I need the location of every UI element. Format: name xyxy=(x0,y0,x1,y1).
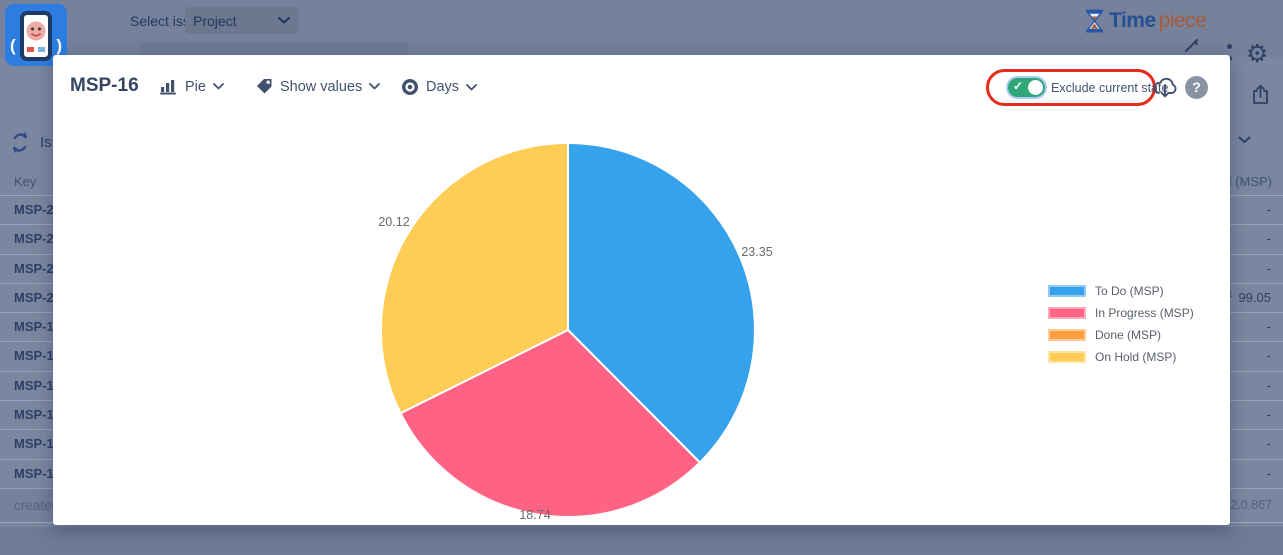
hourglass-icon xyxy=(1086,9,1103,33)
legend-swatch xyxy=(1048,329,1086,341)
footer-strip xyxy=(0,527,1283,555)
show-values-selector[interactable]: Show values xyxy=(256,78,381,95)
legend-swatch xyxy=(1048,351,1086,363)
pie-value-label: 23.35 xyxy=(741,245,772,259)
legend-item[interactable]: In Progress (MSP) xyxy=(1048,306,1194,320)
timepiece-brand: Time piece xyxy=(1083,8,1207,34)
app-logo[interactable]: ( ) xyxy=(5,4,67,66)
issue-key-link[interactable]: MSP-21 xyxy=(14,260,61,276)
check-icon: ✓ xyxy=(1013,79,1024,93)
brand-piece-text: piece xyxy=(1158,9,1207,32)
chart-type-selector[interactable]: Pie xyxy=(159,78,224,95)
modal-title: MSP-16 xyxy=(70,75,139,96)
issue-key-link[interactable]: MSP-18 xyxy=(14,348,61,364)
pie-slice[interactable] xyxy=(379,141,569,415)
phone-face-icon xyxy=(20,11,52,61)
exclude-current-state-toggle[interactable]: ✓ Exclude current state xyxy=(1008,78,1168,97)
issue-key-link[interactable]: MSP-16 xyxy=(14,407,61,423)
chevron-down-icon xyxy=(213,83,224,90)
time-unit-selector[interactable]: Days xyxy=(401,78,477,96)
legend-label: Done (MSP) xyxy=(1095,328,1162,342)
legend-label: In Progress (MSP) xyxy=(1095,306,1194,320)
legend-swatch xyxy=(1048,285,1086,297)
eye-icon xyxy=(402,79,418,95)
tag-icon xyxy=(257,79,272,94)
legend-swatch xyxy=(1048,307,1086,319)
pie-chart[interactable]: 23.35 18.74 20.12 xyxy=(333,110,803,550)
pie-value-label: 20.12 xyxy=(378,215,409,229)
chart-legend: To Do (MSP) In Progress (MSP) Done (MSP) On… xyxy=(1048,284,1194,364)
legend-item[interactable]: Done (MSP) xyxy=(1048,328,1194,342)
issue-value-cell: - xyxy=(1266,465,1271,481)
issue-key-link[interactable]: MSP-22 xyxy=(14,231,61,247)
help-icon[interactable]: ? xyxy=(1185,76,1208,99)
issue-value-cell: - xyxy=(1266,260,1271,276)
issue-value-cell: - xyxy=(1266,407,1271,423)
issue-key-link[interactable]: MSP-17 xyxy=(14,377,61,393)
issue-value-cell: - xyxy=(1266,436,1271,452)
issue-key-link[interactable]: MSP-19 xyxy=(14,319,61,335)
chevron-down-icon xyxy=(369,83,381,90)
issue-value-cell: - xyxy=(1266,348,1271,364)
legend-label: On Hold (MSP) xyxy=(1095,350,1177,364)
secondary-toolbar-control xyxy=(140,42,408,57)
issue-key-link[interactable]: MSP-14 xyxy=(14,465,61,481)
chevron-down-icon xyxy=(466,83,477,90)
issue-key-link[interactable]: MSP-15 xyxy=(14,436,61,452)
share-icon[interactable] xyxy=(1250,84,1271,105)
legend-item[interactable]: To Do (MSP) xyxy=(1048,284,1194,298)
chart-modal: MSP-16 Pie Show values Days xyxy=(53,55,1230,525)
issue-value-cell: - xyxy=(1266,319,1271,335)
value-column-header-fragment: l (MSP) xyxy=(1228,174,1272,189)
chevron-down-icon xyxy=(278,17,290,24)
download-cloud-icon[interactable] xyxy=(1151,75,1179,99)
legend-item[interactable]: On Hold (MSP) xyxy=(1048,350,1194,364)
chevron-down-icon xyxy=(1238,136,1251,143)
pie-slice[interactable] xyxy=(567,141,756,464)
version-label: 3.2.0.867 xyxy=(1219,498,1272,512)
toggle-switch[interactable]: ✓ xyxy=(1008,78,1045,97)
issue-value-cell: - xyxy=(1266,202,1271,217)
issue-key-link[interactable]: MSP-23 xyxy=(14,202,61,217)
project-dropdown-value: Project xyxy=(193,12,237,29)
bar-chart-icon xyxy=(160,80,176,95)
issue-value-cell: - xyxy=(1266,231,1271,247)
key-column-header: Key xyxy=(14,174,37,189)
gear-icon[interactable]: ⚙ xyxy=(1246,40,1269,68)
legend-label: To Do (MSP) xyxy=(1095,284,1164,298)
brand-time-text: Time xyxy=(1109,9,1156,32)
issue-key-link[interactable]: MSP-20 xyxy=(14,289,61,305)
project-dropdown[interactable]: Project xyxy=(185,7,298,34)
pie-value-label: 18.74 xyxy=(519,508,550,522)
refresh-icon[interactable] xyxy=(9,131,31,154)
partial-tool-icon[interactable] xyxy=(1184,39,1200,53)
toggle-label: Exclude current state xyxy=(1051,80,1169,95)
issue-value-cell: - xyxy=(1266,377,1271,393)
